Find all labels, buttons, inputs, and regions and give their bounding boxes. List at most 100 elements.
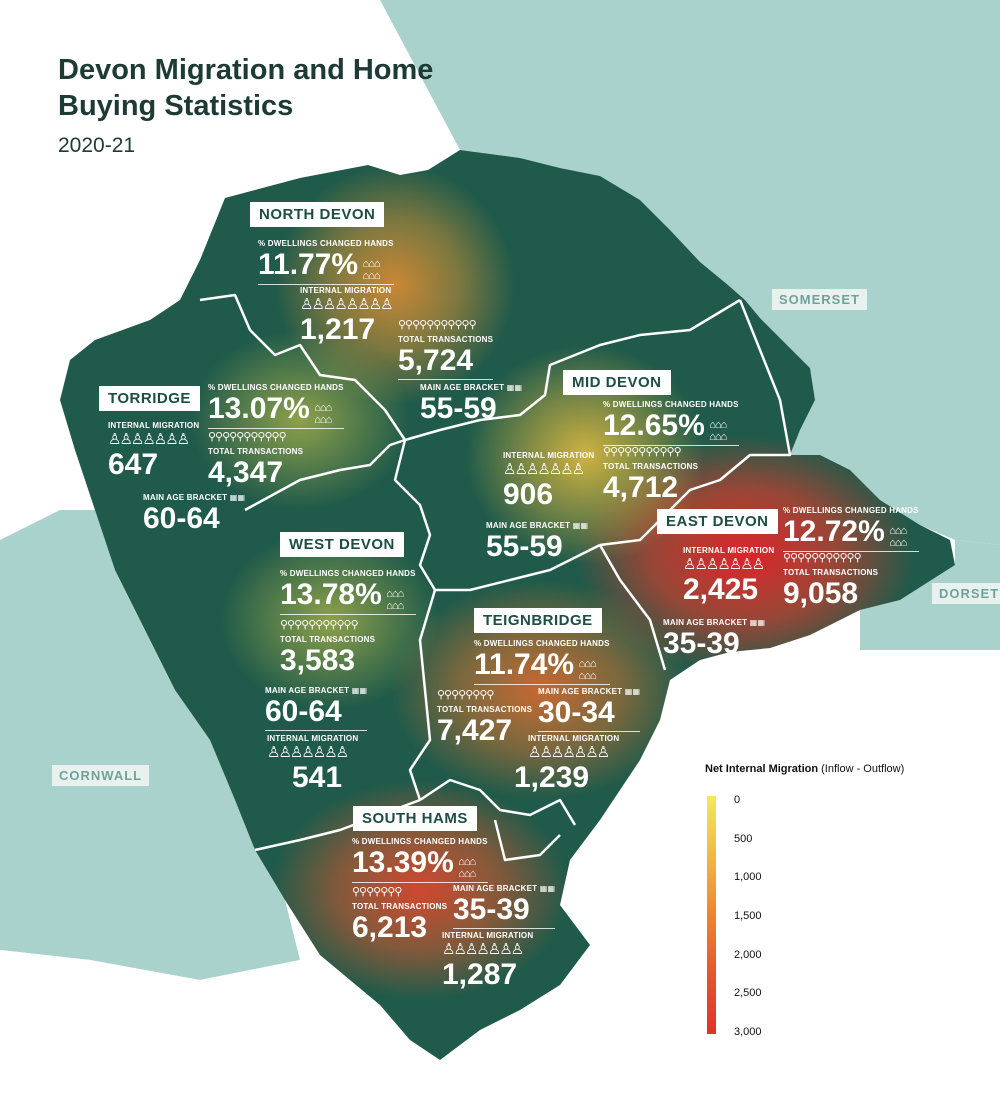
teignbridge-migration: INTERNAL MIGRATION ♙♙♙♙♙♙♙ 1,239 xyxy=(514,733,620,794)
migration-label: INTERNAL MIGRATION xyxy=(442,931,534,940)
east-devon-migration: INTERNAL MIGRATION ♙♙♙♙♙♙♙ 2,425 xyxy=(683,545,774,606)
migration-value: 1,287 xyxy=(442,958,518,991)
migration-label: INTERNAL MIGRATION xyxy=(528,734,620,743)
cornwall-region xyxy=(0,510,300,980)
person-icon: ♙♙♙♙♙♙♙ xyxy=(267,743,349,761)
north-devon-migration: INTERNAL MIGRATION ♙♙♙♙♙♙♙♙ 1,217 xyxy=(300,285,394,346)
transactions-value: 3,583 xyxy=(280,644,356,677)
transactions-label: TOTAL TRANSACTIONS xyxy=(352,902,448,911)
torridge-dwellings: % DWELLINGS CHANGED HANDS 13.07% ⌂⌂⌂ ⌂⌂⌂ xyxy=(208,382,344,429)
person-icon: ♙♙♙♙♙♙♙♙ xyxy=(300,295,394,313)
migration-value: 1,217 xyxy=(300,313,376,346)
age-value: 60-64 xyxy=(143,502,220,535)
south-hams-migration: INTERNAL MIGRATION ♙♙♙♙♙♙♙ 1,287 xyxy=(442,930,533,991)
person-icon: ♙♙♙♙♙♙♙ xyxy=(528,743,610,761)
migration-label: INTERNAL MIGRATION xyxy=(267,734,359,743)
border-torbay xyxy=(493,819,561,862)
house-icon: ⌂⌂⌂ ⌂⌂⌂ xyxy=(362,257,381,282)
person-icon: ♙♙♙♙♙♙♙ xyxy=(108,430,190,448)
border-north-torridge xyxy=(199,293,407,441)
dwellings-label: % DWELLINGS CHANGED HANDS xyxy=(352,837,488,846)
torridge-age: MAIN AGE BRACKET ▦▦ 60-64 xyxy=(143,492,245,535)
cake-icon: ▦▦ xyxy=(539,884,556,893)
age-value: 30-34 xyxy=(538,696,615,729)
west-devon-migration: INTERNAL MIGRATION ♙♙♙♙♙♙♙ 541 xyxy=(267,733,358,794)
district-label-north-devon: NORTH DEVON xyxy=(250,202,385,227)
transactions-label: TOTAL TRANSACTIONS xyxy=(398,335,494,344)
legend-tick: 3,000 xyxy=(734,1026,762,1038)
migration-value: 1,239 xyxy=(514,761,590,794)
legend-tick: 0 xyxy=(734,794,741,806)
key-icon: ⚲⚲⚲⚲⚲⚲⚲⚲⚲⚲⚲ xyxy=(783,551,862,564)
cake-icon: ▦▦ xyxy=(506,383,523,392)
legend-color-bar xyxy=(707,796,716,1034)
age-label: MAIN AGE BRACKET ▦▦ xyxy=(143,493,246,502)
key-icon: ⚲⚲⚲⚲⚲⚲⚲⚲ xyxy=(437,688,494,701)
migration-value: 647 xyxy=(108,448,159,481)
person-icon: ♙♙♙♙♙♙♙ xyxy=(503,460,585,478)
east-devon-dwellings: % DWELLINGS CHANGED HANDS 12.72% ⌂⌂⌂ ⌂⌂⌂ xyxy=(783,505,919,552)
transactions-label: TOTAL TRANSACTIONS xyxy=(603,462,699,471)
dwellings-value: 13.39% xyxy=(352,846,454,879)
cake-icon: ▦▦ xyxy=(749,618,766,627)
dwellings-value: 11.74% xyxy=(474,648,575,681)
teignbridge-dwellings: % DWELLINGS CHANGED HANDS 11.74% ⌂⌂⌂ ⌂⌂⌂ xyxy=(474,638,610,685)
age-label: MAIN AGE BRACKET ▦▦ xyxy=(420,383,523,392)
legend-tick: 500 xyxy=(734,832,753,845)
age-value: 35-39 xyxy=(453,893,530,926)
north-devon-age: MAIN AGE BRACKET ▦▦ 55-59 xyxy=(420,382,522,425)
transactions-value: 4,712 xyxy=(603,471,679,504)
border-north-mid xyxy=(404,298,741,442)
dwellings-label: % DWELLINGS CHANGED HANDS xyxy=(474,639,610,648)
border-east-teign xyxy=(598,544,667,671)
migration-label: INTERNAL MIGRATION xyxy=(300,286,392,295)
key-icon: ⚲⚲⚲⚲⚲⚲⚲ xyxy=(352,885,402,898)
transactions-label: TOTAL TRANSACTIONS xyxy=(783,568,879,577)
border-mid-east xyxy=(599,299,792,547)
district-label-east-devon: EAST DEVON xyxy=(657,509,778,534)
mid-devon-dwellings: % DWELLINGS CHANGED HANDS 12.65% ⌂⌂⌂ ⌂⌂⌂ xyxy=(603,399,739,446)
east-devon-transactions: ⚲⚲⚲⚲⚲⚲⚲⚲⚲⚲⚲ TOTAL TRANSACTIONS 9,058 xyxy=(783,549,878,610)
legend-tick: 2,000 xyxy=(734,948,762,961)
north-devon-transactions: ⚲⚲⚲⚲⚲⚲⚲⚲⚲⚲⚲ TOTAL TRANSACTIONS 5,724 xyxy=(398,316,494,380)
dwellings-label: % DWELLINGS CHANGED HANDS xyxy=(208,383,344,392)
page-title: Devon Migration and Home Buying Statisti… xyxy=(58,54,434,122)
legend-tick: 2,500 xyxy=(734,987,762,1000)
transactions-label: TOTAL TRANSACTIONS xyxy=(437,705,533,714)
teignbridge-age: MAIN AGE BRACKET ▦▦ 30-34 xyxy=(538,686,641,732)
district-label-torridge: TORRIDGE xyxy=(99,386,200,411)
border-west-teign xyxy=(408,589,437,801)
border-teign-hams xyxy=(419,778,577,826)
north-devon-dwellings: % DWELLINGS CHANGED HANDS 11.77% ⌂⌂⌂ ⌂⌂⌂ xyxy=(258,238,394,285)
district-label-teignbridge: TEIGNBRIDGE xyxy=(474,608,602,633)
south-hams-transactions: ⚲⚲⚲⚲⚲⚲⚲ TOTAL TRANSACTIONS 6,213 xyxy=(352,883,447,944)
house-icon: ⌂⌂⌂ ⌂⌂⌂ xyxy=(458,855,476,880)
mid-devon-age: MAIN AGE BRACKET ▦▦ 55-59 xyxy=(486,520,588,563)
west-devon-transactions: ⚲⚲⚲⚲⚲⚲⚲⚲⚲⚲⚲ TOTAL TRANSACTIONS 3,583 xyxy=(280,616,375,677)
south-hams-dwellings: % DWELLINGS CHANGED HANDS 13.39% ⌂⌂⌂ ⌂⌂⌂ xyxy=(352,836,488,883)
dorset-region xyxy=(860,540,1000,650)
border-west-mid xyxy=(393,439,437,591)
key-icon: ⚲⚲⚲⚲⚲⚲⚲⚲⚲⚲⚲ xyxy=(208,430,287,443)
cornwall-label: CORNWALL xyxy=(52,765,150,786)
district-label-mid-devon: MID DEVON xyxy=(563,370,671,395)
key-icon: ⚲⚲⚲⚲⚲⚲⚲⚲⚲⚲⚲ xyxy=(603,445,682,458)
cake-icon: ▦▦ xyxy=(229,493,246,502)
house-icon: ⌂⌂⌂ ⌂⌂⌂ xyxy=(314,401,332,426)
transactions-value: 5,724 xyxy=(398,344,474,377)
person-icon: ♙♙♙♙♙♙♙ xyxy=(683,555,765,573)
migration-label: INTERNAL MIGRATION xyxy=(683,546,775,555)
age-value: 55-59 xyxy=(486,530,563,563)
house-icon: ⌂⌂⌂ ⌂⌂⌂ xyxy=(386,587,404,612)
transactions-value: 4,347 xyxy=(208,456,284,489)
dwellings-value: 13.07% xyxy=(208,392,310,425)
person-icon: ♙♙♙♙♙♙♙ xyxy=(442,940,524,958)
dorset-label: DORSET xyxy=(932,583,1000,604)
migration-label: INTERNAL MIGRATION xyxy=(503,451,595,460)
transactions-label: TOTAL TRANSACTIONS xyxy=(208,447,304,456)
district-label-west-devon: WEST DEVON xyxy=(280,532,404,557)
age-label: MAIN AGE BRACKET ▦▦ xyxy=(663,618,766,627)
dwellings-value: 12.72% xyxy=(783,515,885,548)
dwellings-value: 13.78% xyxy=(280,578,382,611)
migration-value: 541 xyxy=(292,761,343,794)
